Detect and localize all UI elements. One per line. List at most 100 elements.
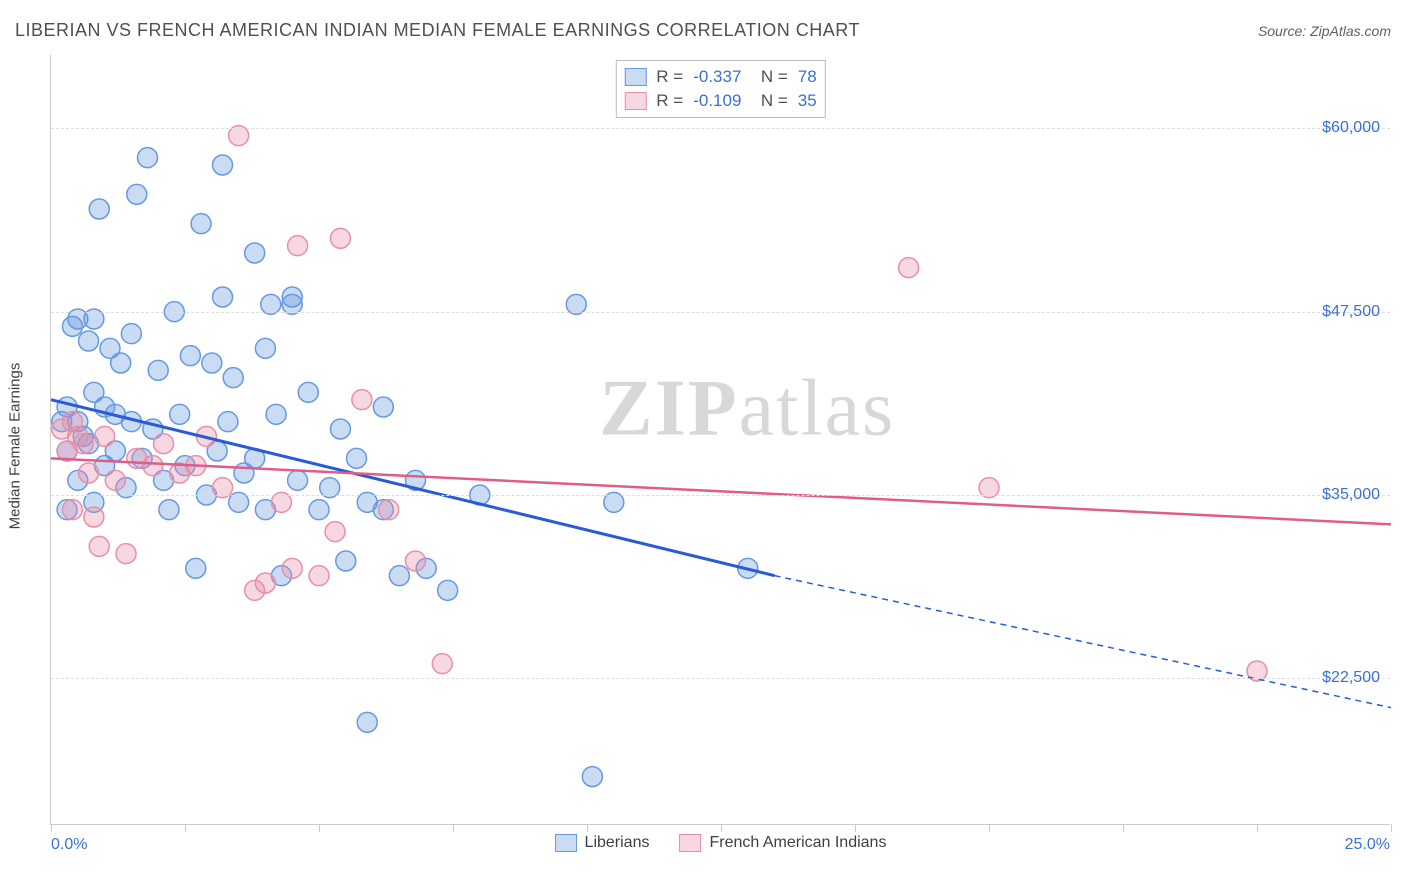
y-tick-label: $35,000 (1322, 486, 1380, 504)
data-point (405, 551, 425, 571)
data-point (191, 214, 211, 234)
n-value-2: 35 (798, 91, 817, 111)
legend-item-series1: Liberians (555, 834, 650, 852)
data-point (373, 397, 393, 417)
data-point (137, 148, 157, 168)
data-point (89, 536, 109, 556)
data-point (309, 566, 329, 586)
x-tick (1391, 824, 1392, 832)
data-point (389, 566, 409, 586)
chart-plot-area: ZIPatlas R = -0.337 N = 78 R = -0.109 N … (50, 55, 1390, 825)
n-value-1: 78 (798, 67, 817, 87)
data-point (330, 228, 350, 248)
data-point (84, 507, 104, 527)
legend-item-series2: French American Indians (679, 834, 886, 852)
data-point (255, 573, 275, 593)
data-point (159, 500, 179, 520)
data-point (89, 199, 109, 219)
data-point (438, 580, 458, 600)
data-point (288, 236, 308, 256)
gridline (51, 312, 1390, 313)
scatter-plot-svg (51, 55, 1390, 824)
legend-swatch-series2 (679, 834, 701, 852)
r-value-2: -0.109 (693, 91, 741, 111)
data-point (309, 500, 329, 520)
data-point (62, 500, 82, 520)
data-point (143, 456, 163, 476)
data-point (105, 470, 125, 490)
regression-line (51, 458, 1391, 524)
x-axis-end-label: 25.0% (1345, 836, 1390, 854)
swatch-series1 (624, 68, 646, 86)
swatch-series2 (624, 92, 646, 110)
legend-label-series2: French American Indians (709, 834, 886, 852)
x-tick (989, 824, 990, 832)
data-point (154, 434, 174, 454)
stats-row-series2: R = -0.109 N = 35 (624, 89, 816, 113)
x-tick (1123, 824, 1124, 832)
data-point (432, 654, 452, 674)
x-tick (1257, 824, 1258, 832)
data-point (223, 368, 243, 388)
data-point (79, 331, 99, 351)
data-point (245, 243, 265, 263)
r-value-1: -0.337 (693, 67, 741, 87)
chart-source: Source: ZipAtlas.com (1258, 23, 1391, 39)
data-point (127, 184, 147, 204)
data-point (582, 767, 602, 787)
data-point (357, 712, 377, 732)
data-point (148, 360, 168, 380)
x-tick (721, 824, 722, 832)
gridline (51, 495, 1390, 496)
data-point (347, 448, 367, 468)
x-tick (587, 824, 588, 832)
x-tick (319, 824, 320, 832)
data-point (336, 551, 356, 571)
gridline (51, 678, 1390, 679)
x-tick (51, 824, 52, 832)
data-point (73, 434, 93, 454)
data-point (325, 522, 345, 542)
data-point (213, 287, 233, 307)
data-point (95, 426, 115, 446)
chart-title: LIBERIAN VS FRENCH AMERICAN INDIAN MEDIA… (15, 20, 860, 41)
data-point (111, 353, 131, 373)
data-point (186, 558, 206, 578)
stats-row-series1: R = -0.337 N = 78 (624, 65, 816, 89)
r-label-1: R = (656, 67, 683, 87)
data-point (282, 558, 302, 578)
y-tick-label: $47,500 (1322, 303, 1380, 321)
legend-label-series1: Liberians (585, 834, 650, 852)
data-point (213, 155, 233, 175)
n-label-1: N = (751, 67, 787, 87)
regression-line-extrapolated (775, 576, 1391, 708)
data-point (288, 470, 308, 490)
y-tick-label: $60,000 (1322, 119, 1380, 137)
data-point (379, 500, 399, 520)
data-point (170, 404, 190, 424)
y-axis-label: Median Female Earnings (7, 363, 24, 530)
n-label-2: N = (751, 91, 787, 111)
gridline (51, 128, 1390, 129)
data-point (298, 382, 318, 402)
data-point (218, 412, 238, 432)
x-tick (185, 824, 186, 832)
x-tick (855, 824, 856, 832)
data-point (266, 404, 286, 424)
chart-header: LIBERIAN VS FRENCH AMERICAN INDIAN MEDIA… (15, 20, 1391, 41)
x-tick (453, 824, 454, 832)
data-point (899, 258, 919, 278)
data-point (79, 463, 99, 483)
r-label-2: R = (656, 91, 683, 111)
data-point (255, 338, 275, 358)
data-point (352, 390, 372, 410)
y-tick-label: $22,500 (1322, 669, 1380, 687)
x-axis-start-label: 0.0% (51, 836, 87, 854)
bottom-legend: Liberians French American Indians (555, 834, 887, 852)
data-point (121, 324, 141, 344)
data-point (202, 353, 222, 373)
legend-swatch-series1 (555, 834, 577, 852)
correlation-stats-box: R = -0.337 N = 78 R = -0.109 N = 35 (615, 60, 825, 118)
data-point (330, 419, 350, 439)
data-point (116, 544, 136, 564)
